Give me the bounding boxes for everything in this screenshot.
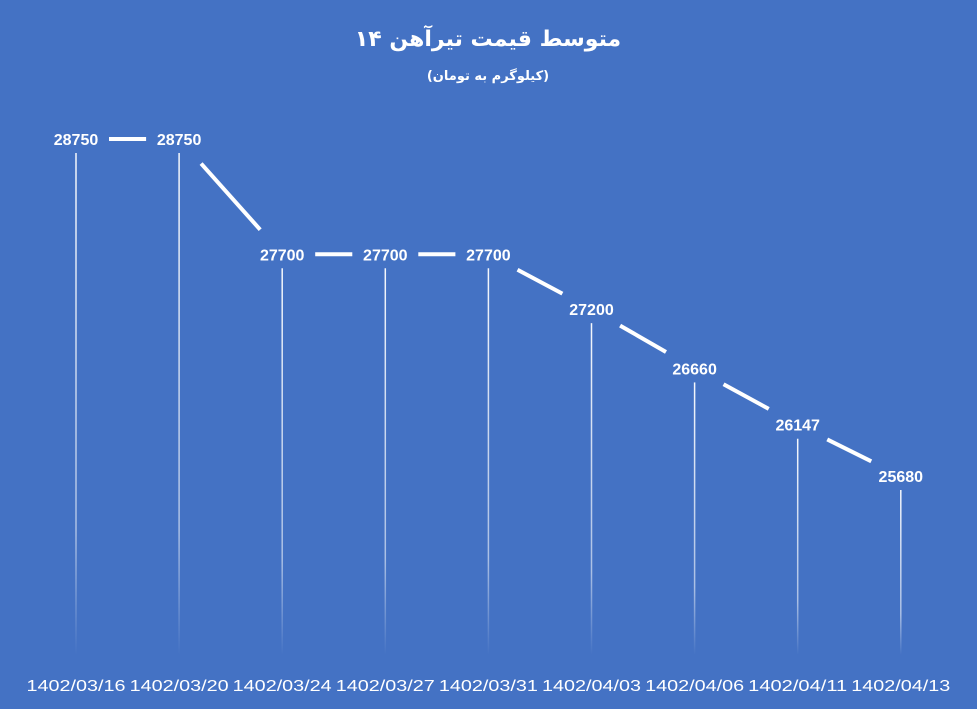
x-tick-label: 1402/04/13: [851, 678, 950, 695]
series-line: [109, 137, 873, 464]
series-line-segment: [722, 382, 770, 411]
series-line-segment: [199, 162, 262, 231]
data-label: 27700: [466, 247, 511, 264]
x-tick-label: 1402/03/31: [439, 678, 538, 695]
data-label: 27700: [363, 247, 408, 264]
x-axis-tick-labels: 1402/03/16 1402/03/20 1402/03/24 1402/03/27…: [27, 678, 951, 695]
data-label: 25680: [879, 469, 924, 486]
data-label: 27200: [569, 302, 614, 319]
x-tick-label: 1402/03/20: [130, 678, 229, 695]
drop-line: [900, 490, 902, 655]
data-label: 26660: [672, 361, 717, 378]
x-tick-label: 1402/04/11: [748, 678, 847, 695]
x-tick-label: 1402/04/03: [542, 678, 641, 695]
data-label: 26147: [775, 418, 820, 435]
drop-line: [384, 268, 387, 655]
drop-lines: [75, 153, 902, 655]
drop-line: [693, 382, 696, 655]
x-tick-label: 1402/04/06: [645, 678, 744, 695]
chart-title: متوسط قیمت تیرآهن ۱۴: [355, 24, 621, 52]
data-label: 27700: [260, 247, 305, 264]
chart-subtitle: (کیلوگرم به تومان): [427, 68, 549, 84]
series-line-segment: [619, 323, 667, 354]
data-label: 28750: [54, 132, 99, 149]
drop-line: [281, 268, 283, 655]
series-line-segment: [826, 437, 873, 464]
x-tick-label: 1402/03/24: [233, 678, 332, 695]
drop-line: [75, 153, 77, 655]
data-label: 28750: [157, 132, 202, 149]
drop-line: [796, 438, 799, 655]
x-tick-label: 1402/03/27: [336, 678, 435, 695]
drop-line: [590, 323, 593, 655]
x-tick-label: 1402/03/16: [27, 678, 126, 695]
series-line-segment: [516, 268, 564, 296]
drop-line: [178, 153, 180, 655]
drop-line: [487, 268, 490, 655]
data-labels: 28750 28750 27700 27700 27700 27200 26660 26147…: [54, 132, 923, 486]
